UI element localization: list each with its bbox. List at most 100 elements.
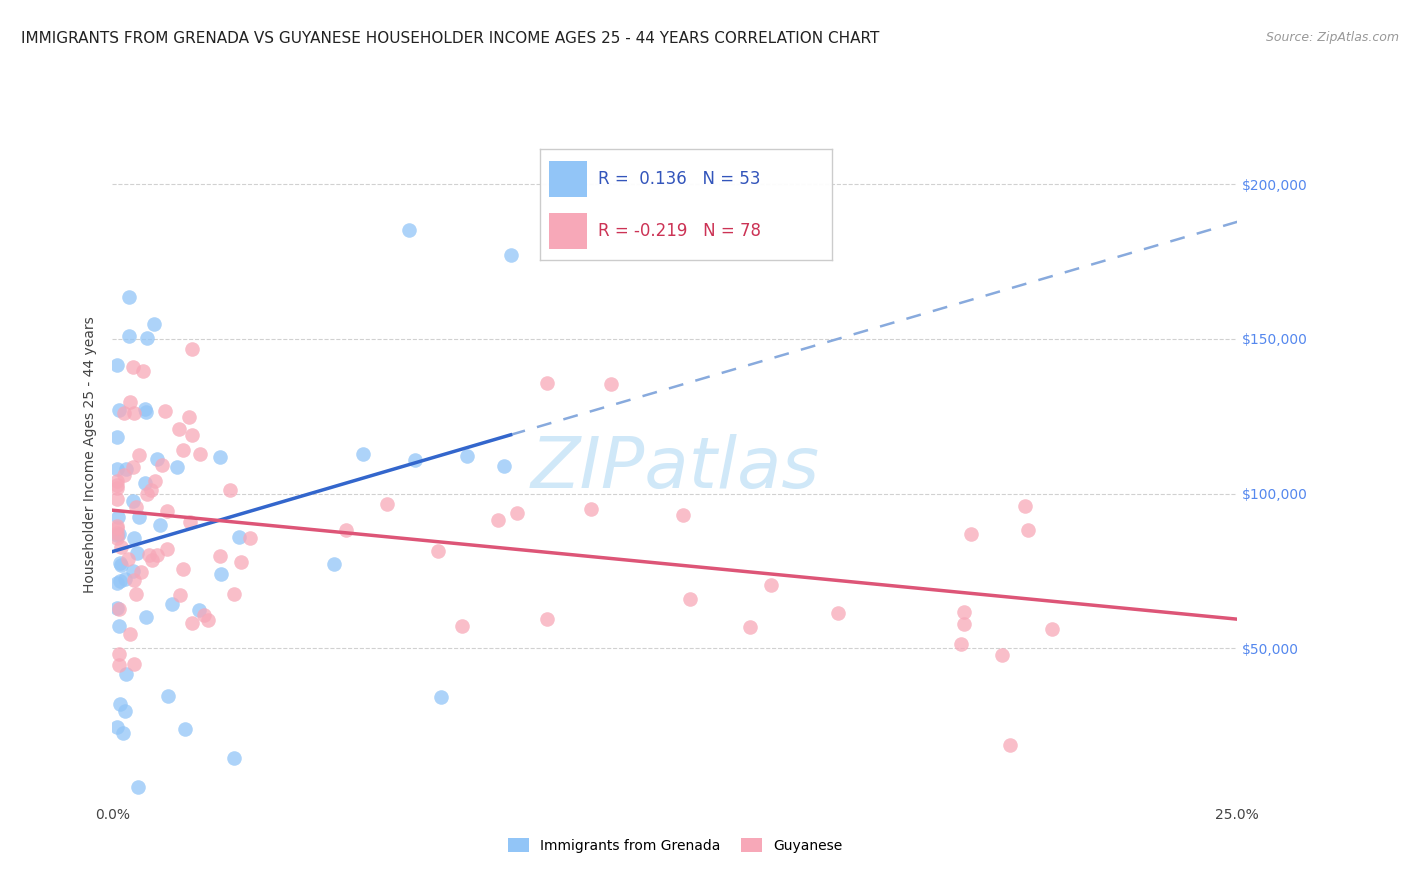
Point [679, 592, 702, 607]
Point [600, 377, 623, 392]
Point [579, 501, 602, 516]
Point [110, 574, 132, 589]
Point [146, 452, 169, 467]
Point [173, 722, 195, 736]
Point [156, 504, 179, 518]
Point [134, 401, 156, 416]
Point [208, 450, 231, 465]
Point [118, 329, 141, 343]
Point [131, 364, 153, 378]
Point [492, 459, 515, 474]
Point [108, 402, 131, 417]
Point [952, 605, 974, 619]
Point [105, 528, 128, 542]
Point [143, 317, 166, 331]
Point [134, 476, 156, 491]
Point [150, 458, 173, 473]
Point [125, 500, 148, 515]
Point [149, 517, 172, 532]
Point [129, 566, 152, 580]
Point [120, 626, 142, 640]
Point [108, 697, 131, 711]
Point [335, 523, 357, 537]
Point [672, 508, 695, 522]
Point [135, 610, 157, 624]
Point [179, 515, 201, 529]
Point [181, 427, 204, 442]
Point [139, 483, 162, 497]
Point [105, 526, 128, 541]
Point [536, 376, 558, 391]
Point [107, 602, 129, 616]
Point [219, 483, 242, 497]
Point [112, 406, 135, 420]
Point [398, 223, 420, 237]
Point [125, 546, 148, 560]
Point [998, 739, 1021, 753]
Point [114, 462, 136, 476]
Point [107, 481, 129, 495]
Point [153, 404, 176, 418]
Point [105, 720, 128, 734]
Point [991, 648, 1014, 662]
Point [506, 506, 529, 520]
Point [107, 527, 129, 541]
Point [426, 544, 449, 558]
Text: Source: ZipAtlas.com: Source: ZipAtlas.com [1265, 31, 1399, 45]
Point [105, 600, 128, 615]
Point [117, 552, 139, 566]
Point [323, 557, 346, 571]
Point [141, 552, 163, 566]
Point [197, 613, 219, 627]
Point [105, 492, 128, 507]
Point [187, 603, 209, 617]
Point [949, 637, 972, 651]
Point [128, 448, 150, 462]
Point [167, 422, 190, 436]
Point [127, 780, 149, 795]
Point [222, 751, 245, 765]
Point [177, 409, 200, 424]
Point [107, 509, 129, 524]
Point [953, 617, 976, 632]
Point [105, 474, 128, 488]
Point [118, 395, 141, 409]
Point [122, 657, 145, 671]
Point [112, 725, 135, 739]
Point [135, 405, 157, 419]
Point [536, 612, 558, 626]
Text: IMMIGRANTS FROM GRENADA VS GUYANESE HOUSEHOLDER INCOME AGES 25 - 44 YEARS CORREL: IMMIGRANTS FROM GRENADA VS GUYANESE HOUS… [21, 31, 880, 46]
Point [156, 690, 179, 704]
Point [105, 519, 128, 533]
Point [125, 587, 148, 601]
Point [450, 619, 472, 633]
Point [108, 556, 131, 570]
Point [181, 615, 204, 630]
Point [146, 549, 169, 563]
Point [193, 607, 215, 622]
Point [121, 460, 143, 475]
Point [118, 290, 141, 304]
Point [128, 510, 150, 524]
Point [121, 493, 143, 508]
Point [105, 358, 128, 372]
Point [114, 666, 136, 681]
Point [229, 555, 252, 569]
Text: ZIPatlas: ZIPatlas [530, 434, 820, 503]
Point [740, 620, 762, 634]
Point [122, 573, 145, 587]
Point [108, 657, 131, 672]
Point [105, 532, 128, 546]
Point [105, 461, 128, 475]
Point [352, 447, 374, 461]
Point [122, 564, 145, 578]
Point [488, 513, 510, 527]
Point [105, 521, 128, 535]
Point [1017, 523, 1039, 537]
Point [960, 527, 983, 541]
Point [181, 343, 204, 357]
Point [166, 460, 188, 475]
Point [124, 531, 146, 545]
Point [169, 588, 191, 602]
Point [138, 549, 160, 563]
